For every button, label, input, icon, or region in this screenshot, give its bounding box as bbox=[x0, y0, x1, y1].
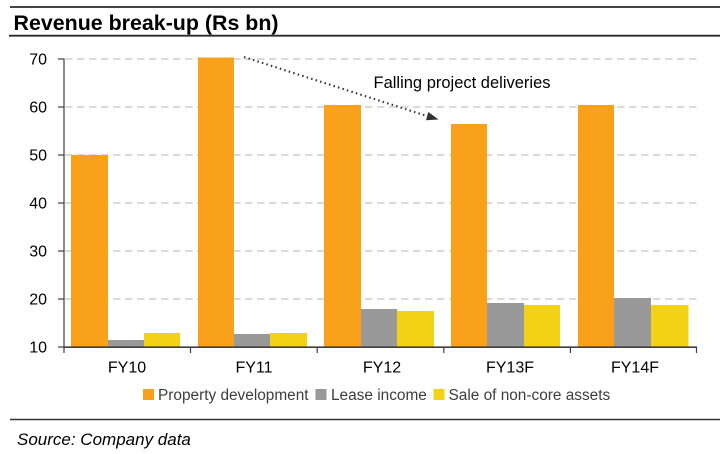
svg-text:FY11: FY11 bbox=[235, 360, 272, 377]
svg-text:Property development: Property development bbox=[158, 387, 309, 404]
svg-text:Revenue break-up (Rs bn): Revenue break-up (Rs bn) bbox=[14, 11, 279, 35]
svg-text:FY14F: FY14F bbox=[611, 360, 659, 377]
svg-text:40: 40 bbox=[29, 196, 47, 213]
svg-text:70: 70 bbox=[29, 52, 47, 69]
svg-text:20: 20 bbox=[29, 292, 47, 309]
svg-text:FY13F: FY13F bbox=[486, 360, 534, 377]
svg-text:FY10: FY10 bbox=[108, 360, 146, 377]
svg-text:Falling project deliveries: Falling project deliveries bbox=[374, 74, 551, 92]
svg-text:10: 10 bbox=[29, 340, 47, 357]
svg-text:FY12: FY12 bbox=[363, 360, 401, 377]
svg-text:Sale of non-core assets: Sale of non-core assets bbox=[449, 387, 611, 404]
svg-text:60: 60 bbox=[29, 100, 47, 117]
svg-text:Lease income: Lease income bbox=[331, 387, 427, 404]
svg-text:50: 50 bbox=[29, 148, 47, 165]
svg-text:Source: Company data: Source: Company data bbox=[17, 430, 191, 449]
svg-text:30: 30 bbox=[29, 244, 47, 261]
